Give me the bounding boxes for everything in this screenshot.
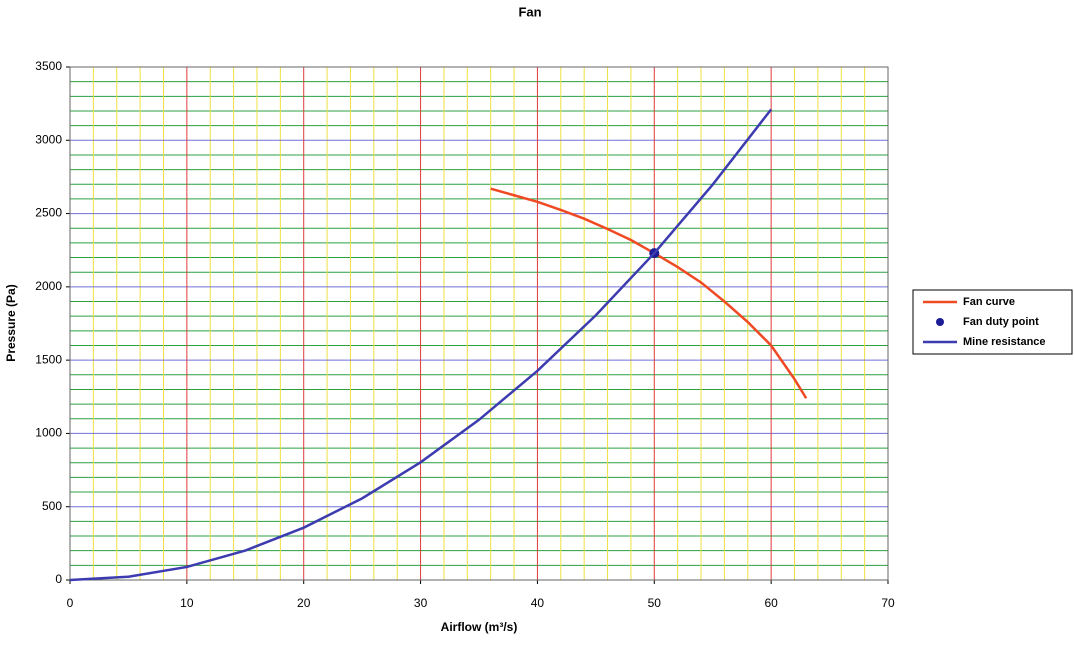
x-tick-label: 40: [531, 596, 545, 610]
y-tick-label: 500: [42, 499, 62, 513]
series-line: [69, 108, 773, 582]
x-tick-label: 50: [648, 596, 662, 610]
legend-swatch: [936, 318, 944, 326]
y-tick-label: 1500: [35, 352, 62, 366]
chart-title: Fan: [518, 4, 541, 19]
x-tick-label: 70: [881, 596, 895, 610]
legend-label: Mine resistance: [963, 336, 1046, 348]
x-tick-label: 10: [180, 596, 194, 610]
y-tick-label: 1000: [35, 426, 62, 440]
x-tick-label: 60: [764, 596, 778, 610]
x-tick-label: 20: [297, 596, 311, 610]
y-axis-label: Pressure (Pa): [4, 284, 18, 361]
x-axis-label: Airflow (m³/s): [441, 620, 518, 634]
x-tick-label: 30: [414, 596, 428, 610]
legend-label: Fan duty point: [963, 316, 1039, 328]
series-line: [490, 187, 808, 399]
y-tick-label: 2500: [35, 206, 62, 220]
x-tick-label: 0: [67, 596, 74, 610]
plot-frame: [69, 66, 889, 581]
y-tick-label: 3500: [35, 59, 62, 73]
y-tick-label: 0: [55, 572, 62, 586]
legend-label: Fan curve: [963, 296, 1015, 308]
y-tick-label: 2000: [35, 279, 62, 293]
y-tick-label: 3000: [35, 132, 62, 146]
